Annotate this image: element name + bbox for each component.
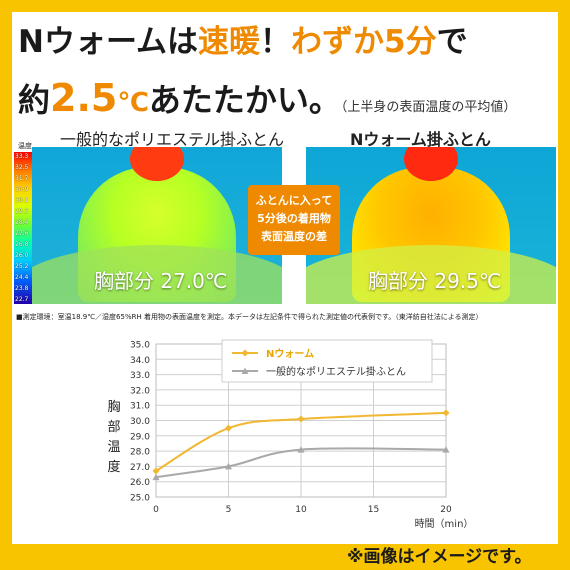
y-label-char: 度 — [107, 460, 121, 475]
thermal-image-nwarm: 胸部分 29.5℃ — [306, 147, 556, 304]
readout-polyester: 胸部分 27.0℃ — [94, 269, 228, 293]
caption-polyester: 一般的なポリエステル掛ふとん — [60, 130, 285, 149]
scale-tick-label: 24.4 — [15, 274, 29, 281]
thermal-image-polyester: 胸部分 27.0℃ — [32, 147, 282, 304]
headline-degrees-unit: ℃ — [117, 88, 149, 118]
headline-note: （上半身の表面温度の平均値） — [340, 100, 517, 115]
blanket-heat-shape — [32, 245, 282, 304]
headline-brand: Nウォームは — [18, 24, 199, 60]
scale-tick-label: 27.6 — [15, 230, 29, 237]
scale-tick-label: 26.8 — [15, 241, 29, 248]
y-label-char: 部 — [107, 420, 121, 435]
headline-degrees-number: 2.5 — [50, 76, 118, 120]
temperature-scale: 温度 33.3 32.5 31.7 30.9 30.1 29.3 28.4 27.6 26.8 2… — [14, 142, 36, 304]
difference-callout: ふとんに入って 5分後の着用物 表面温度の差 — [248, 185, 340, 255]
readout-nwarm: 胸部分 29.5℃ — [368, 269, 502, 293]
headline-approx: 約 — [18, 81, 51, 119]
y-label-char: 温 — [107, 440, 121, 455]
headline-warm: あたたかい。 — [148, 81, 341, 119]
callout-line-1: ふとんに入って — [255, 194, 333, 207]
headline-line-2: 約2.5℃あたたかい。（上半身の表面温度の平均値） — [18, 72, 552, 124]
scale-tick-label: 32.5 — [15, 164, 29, 171]
scale-tick-label: 31.7 — [15, 175, 29, 182]
headline-line-1: Nウォームは速暖！わずか5分で — [18, 16, 552, 68]
scale-tick-label: 28.4 — [15, 219, 29, 226]
scale-tick-label: 30.1 — [15, 197, 29, 204]
head-heat-shape — [404, 147, 458, 181]
callout-line-2: 5分後の着用物 — [257, 212, 331, 225]
image-disclaimer: ※画像はイメージです。 — [347, 547, 532, 567]
scale-tick-label: 23.8 — [15, 285, 29, 292]
scale-label: 温度 — [18, 142, 32, 150]
scale-tick-label: 26.0 — [15, 252, 29, 259]
y-label-char: 胸 — [107, 400, 121, 415]
scale-tick-label: 33.3 — [15, 153, 29, 160]
caption-nwarm: Nウォーム掛ふとん — [350, 130, 491, 149]
headline-fast-warm: 速暖 — [198, 24, 261, 60]
head-heat-shape — [130, 147, 184, 181]
scale-gradient-bar — [14, 152, 36, 304]
headline-exclaim: ！ — [260, 24, 292, 60]
scale-tick-label: 29.3 — [15, 208, 29, 215]
headline-de: で — [436, 24, 468, 60]
scale-tick-label: 30.9 — [15, 186, 29, 193]
scale-tick-label: 22.7 — [15, 296, 29, 303]
measurement-note: ■測定環境：室温18.9℃／湿度65%RH 着用物の表面温度を測定。本データは左… — [16, 313, 483, 321]
callout-line-3: 表面温度の差 — [261, 230, 327, 243]
headline-five-min: わずか5分 — [291, 24, 437, 60]
scale-tick-label: 25.2 — [15, 263, 29, 270]
chart-y-label: 胸 部 温 度 — [104, 398, 124, 478]
blanket-heat-shape — [306, 245, 556, 304]
